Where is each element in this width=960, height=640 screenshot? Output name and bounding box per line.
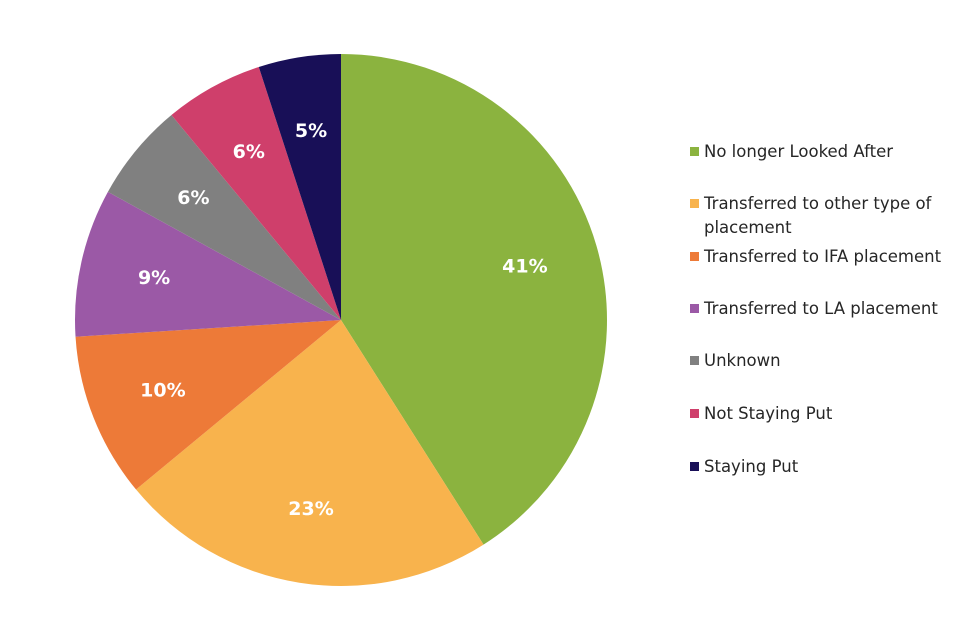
legend-label: Staying Put (704, 457, 799, 476)
pie-slice-transferred-to-ifa-placement (75, 320, 341, 490)
legend-swatch (690, 409, 699, 418)
legend-label: Transferred to IFA placement (704, 247, 942, 266)
pie-slices (74, 54, 608, 587)
pie-slice-unknown (107, 115, 341, 320)
legend-label: Not Staying Put (704, 404, 833, 423)
data-label-no-longer-looked-after: 41% (502, 256, 547, 278)
legend-item-transferred-to-other-type-of-placement: Transferred to other type of placement (690, 192, 952, 240)
data-label-unknown: 6% (177, 187, 209, 209)
legend-item-no-longer-looked-after: No longer Looked After (690, 140, 952, 164)
data-label-transferred-to-other-type-of-placement: 23% (288, 498, 333, 520)
legend-label: Unknown (704, 351, 781, 370)
legend-item-transferred-to-la-placement: Transferred to LA placement (690, 297, 952, 321)
legend-swatch (690, 252, 699, 261)
legend-swatch (690, 304, 699, 313)
legend-swatch (690, 356, 699, 365)
legend-item-transferred-to-ifa-placement: Transferred to IFA placement (690, 245, 952, 269)
legend-swatch (690, 199, 699, 208)
legend-item-not-staying-put: Not Staying Put (690, 402, 952, 426)
legend-item-unknown: Unknown (690, 349, 952, 373)
data-label-staying-put: 5% (295, 120, 327, 142)
legend-label: Transferred to other type of placement (704, 194, 932, 237)
pie-slice-transferred-to-other-type-of-placement (136, 320, 484, 587)
legend-item-staying-put: Staying Put (690, 455, 952, 479)
legend-swatch (690, 462, 699, 471)
legend-label: No longer Looked After (704, 142, 894, 161)
data-label-not-staying-put: 6% (233, 141, 265, 163)
pie-chart: 41% 23% 10% 9% 6% 6% 5% (74, 54, 608, 587)
pie-data-labels: 41% 23% 10% 9% 6% 6% 5% (138, 120, 548, 520)
pie-slice-not-staying-put (171, 67, 341, 320)
data-label-transferred-to-la-placement: 9% (138, 267, 170, 289)
pie-slice-staying-put (258, 54, 341, 320)
data-label-transferred-to-ifa-placement: 10% (140, 380, 185, 402)
legend-label: Transferred to LA placement (704, 299, 938, 318)
pie-slice-transferred-to-la-placement (74, 191, 341, 337)
pie-slice-no-longer-looked-after (341, 54, 608, 545)
legend-swatch (690, 147, 699, 156)
